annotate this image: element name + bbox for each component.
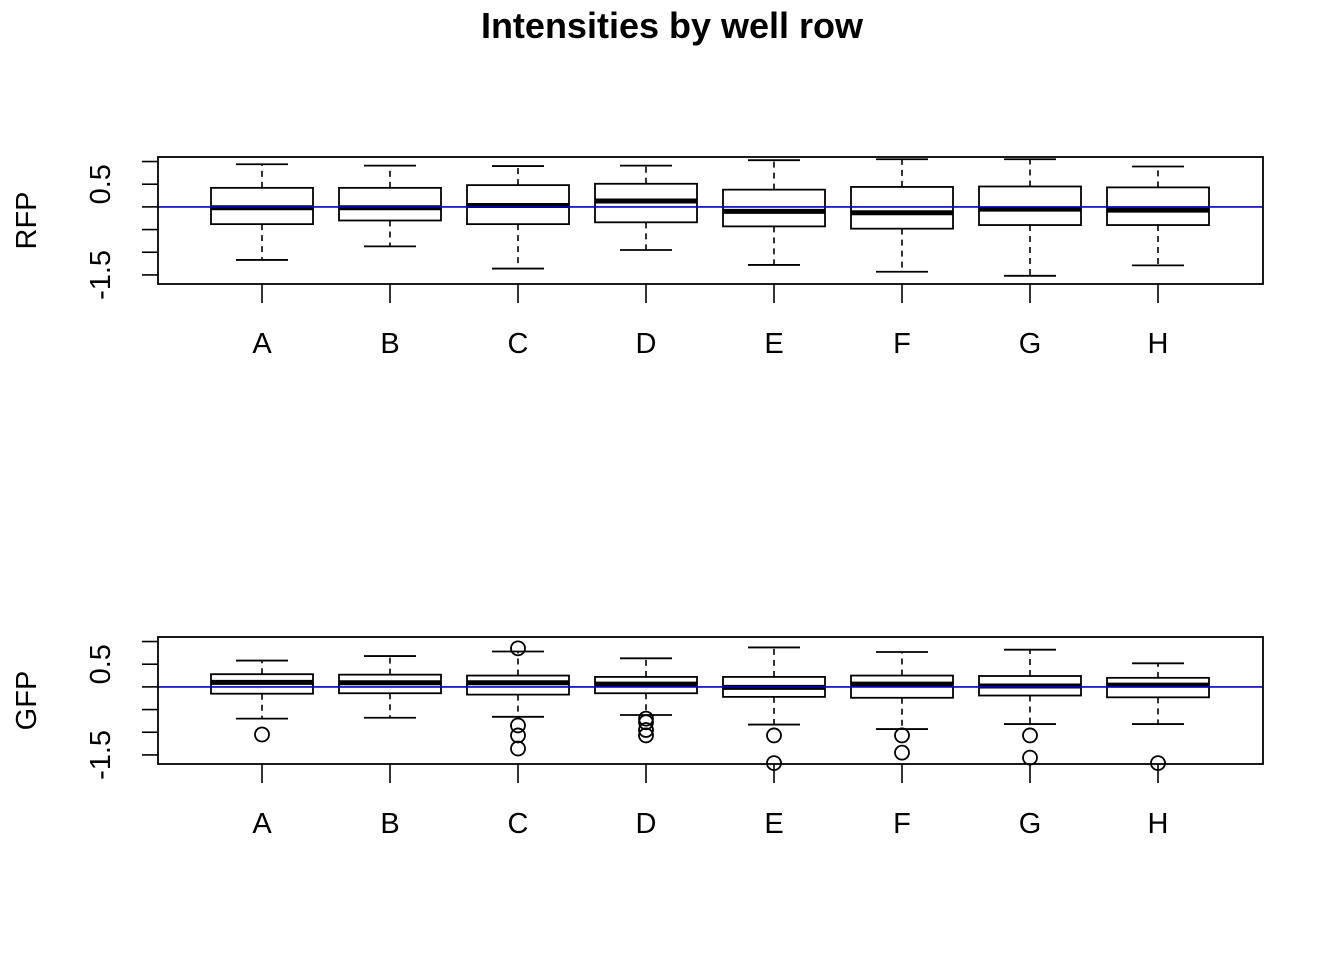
iqr-box	[850, 186, 954, 230]
outlier-point	[894, 744, 910, 761]
outlier-point	[254, 726, 270, 743]
box-h	[1106, 662, 1210, 771]
box-a	[210, 163, 314, 261]
panel-rfp: RFP -1.5 0.5 A B C D E F G H	[11, 156, 1264, 360]
x-tick-label: D	[636, 328, 657, 360]
x-tick-label: B	[380, 328, 399, 360]
panels: RFP -1.5 0.5 A B C D E F G H GFP -1.5 0.5 A B C D E F G H	[11, 156, 1264, 840]
chart-title: Intensities by well row	[481, 5, 864, 46]
x-tick-label: D	[636, 808, 657, 840]
x-tick-label: A	[252, 808, 272, 840]
outlier-point	[510, 717, 526, 734]
box-b	[338, 164, 442, 248]
iqr-box	[978, 185, 1082, 226]
outlier-point	[510, 640, 526, 657]
y-tick-label: -1.5	[85, 730, 117, 780]
outlier-point	[510, 727, 526, 744]
plot-frame	[157, 156, 1264, 285]
x-tick-label: F	[893, 328, 911, 360]
x-tick-label: B	[380, 808, 399, 840]
box-c	[466, 165, 570, 270]
box-f	[850, 651, 954, 761]
box-e	[722, 646, 826, 771]
x-tick-label: F	[893, 808, 911, 840]
y-tick-label: 0.5	[85, 644, 117, 684]
iqr-box	[338, 186, 442, 222]
x-tick-label: H	[1148, 328, 1169, 360]
x-tick-label: E	[764, 808, 783, 840]
outlier-point	[894, 727, 910, 744]
iqr-box	[722, 188, 826, 228]
outlier-point	[1022, 727, 1038, 744]
y-tick-label: 0.5	[85, 164, 117, 204]
box-b	[338, 655, 442, 719]
y-axis-label: RFP	[11, 192, 43, 250]
box-f	[850, 158, 954, 273]
plot-frame	[157, 636, 1264, 765]
outlier-point	[638, 722, 654, 738]
y-axis-label: GFP	[11, 671, 43, 731]
y-tick-label: -1.5	[85, 250, 117, 300]
x-tick-label: H	[1148, 808, 1169, 840]
box-h	[1106, 165, 1210, 267]
x-tick-label: E	[764, 328, 783, 360]
box-g	[978, 158, 1082, 277]
box-c	[466, 640, 570, 757]
x-tick-label: G	[1019, 328, 1042, 360]
x-tick-label: C	[508, 328, 529, 360]
outlier-point	[766, 727, 782, 744]
box-g	[978, 648, 1082, 766]
x-tick-label: G	[1019, 808, 1042, 840]
x-tick-label: A	[252, 328, 272, 360]
box-d	[594, 164, 698, 251]
x-tick-label: C	[508, 808, 529, 840]
outlier-point	[510, 740, 526, 757]
box-e	[722, 159, 826, 266]
outlier-point	[638, 727, 654, 744]
outlier-point	[1022, 749, 1038, 766]
box-d	[594, 657, 698, 744]
box-a	[210, 659, 314, 743]
panel-gfp: GFP -1.5 0.5 A B C D E F G H	[11, 636, 1264, 840]
